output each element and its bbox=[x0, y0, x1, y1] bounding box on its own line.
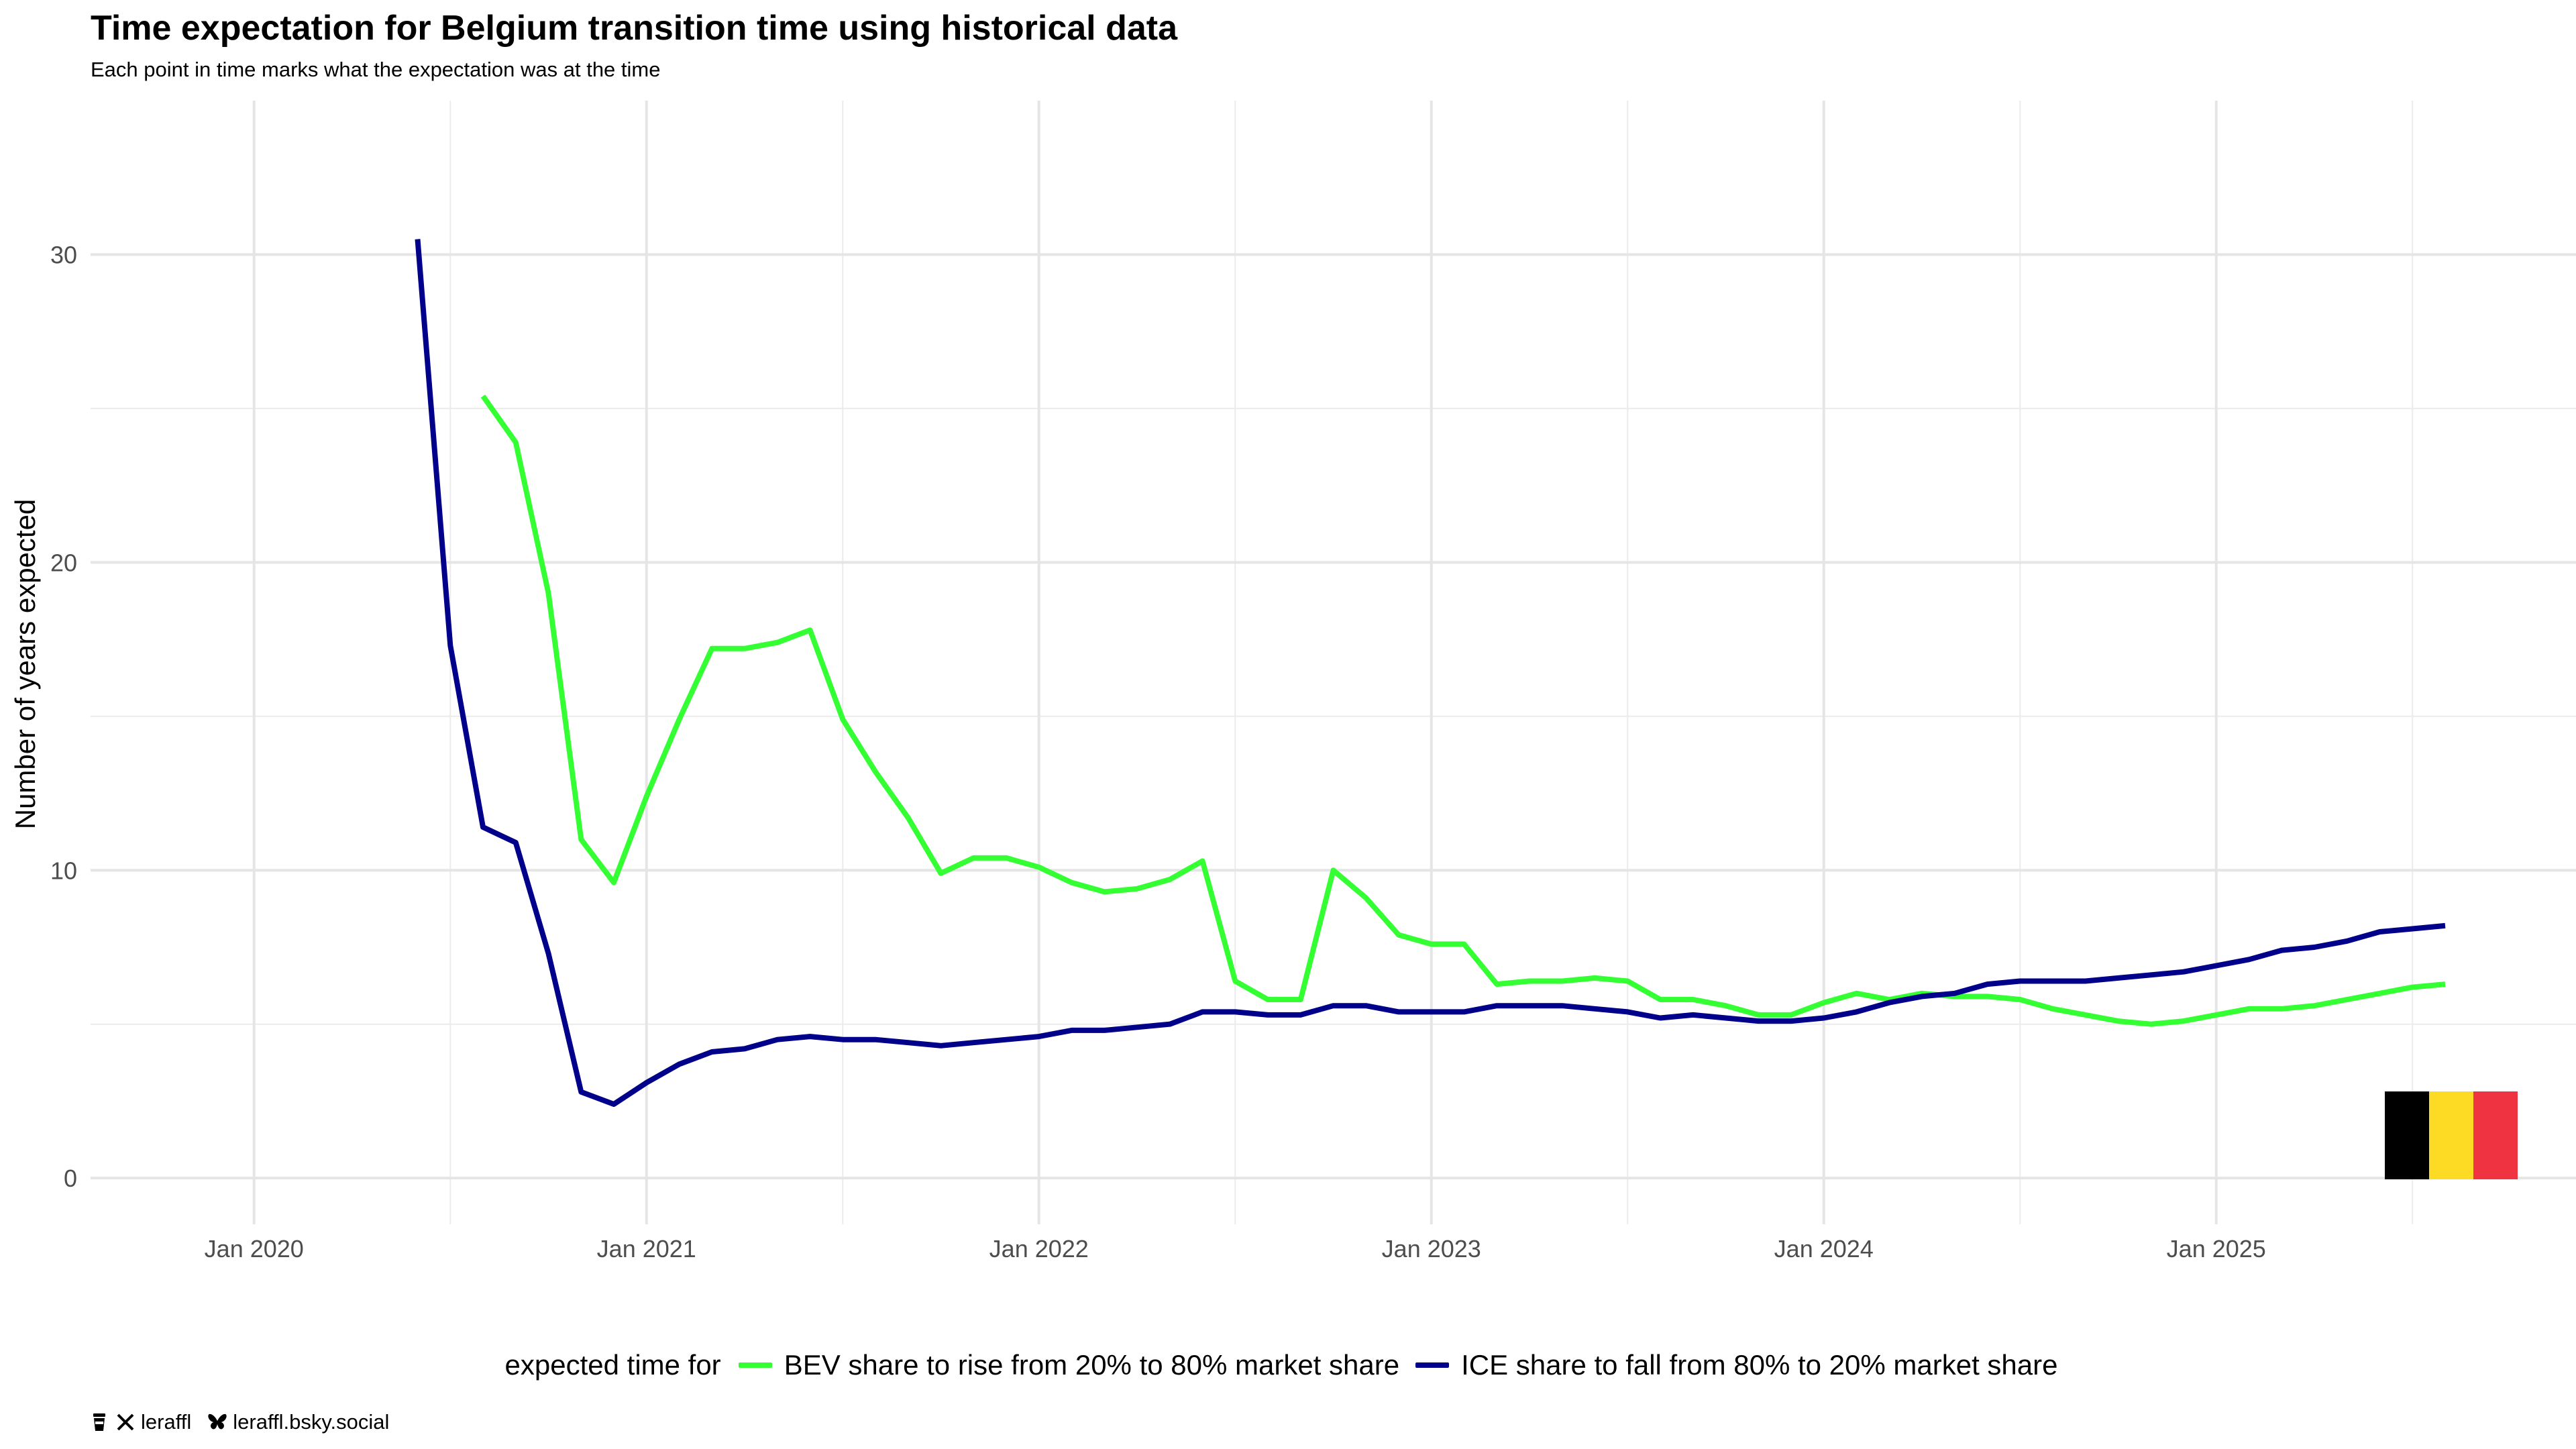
chart-title: Time expectation for Belgium transition … bbox=[91, 9, 1177, 48]
x-tick-label: Jan 2024 bbox=[1774, 1235, 1874, 1263]
coffee-icon bbox=[90, 1411, 110, 1433]
footer-bluesky: leraffl.bsky.social bbox=[233, 1410, 390, 1434]
y-axis-tick-labels: 0 10 20 30 bbox=[50, 241, 77, 1192]
grid-minor bbox=[91, 101, 2576, 1224]
x-tick-label: Jan 2020 bbox=[205, 1235, 304, 1263]
series-line-ice bbox=[415, 239, 2446, 1107]
legend-item-ice: ICE share to fall from 80% to 20% market… bbox=[1413, 1349, 2057, 1381]
legend-label-ice: ICE share to fall from 80% to 20% market… bbox=[1461, 1349, 2058, 1381]
flag-stripe bbox=[2473, 1091, 2518, 1179]
butterfly-icon bbox=[207, 1411, 227, 1433]
legend-key-bev bbox=[738, 1362, 772, 1368]
flag-stripe bbox=[2385, 1091, 2429, 1179]
y-axis-label: Number of years expected bbox=[9, 499, 41, 830]
x-tick-label: Jan 2025 bbox=[2167, 1235, 2266, 1263]
series-line-bev bbox=[480, 394, 2446, 1027]
belgium-flag-icon bbox=[2385, 1091, 2518, 1179]
x-tick-label: Jan 2023 bbox=[1382, 1235, 1481, 1263]
x-tick-label: Jan 2021 bbox=[597, 1235, 696, 1263]
y-tick-label: 10 bbox=[50, 857, 77, 884]
grid-major bbox=[91, 101, 2576, 1224]
x-icon bbox=[115, 1411, 136, 1433]
legend: expected time for BEV share to rise from… bbox=[0, 1346, 2576, 1384]
series-lines bbox=[415, 239, 2446, 1107]
x-axis-tick-labels: Jan 2020 Jan 2021 Jan 2022 Jan 2023 Jan 2024… bbox=[205, 1235, 2266, 1263]
footer-credits: leraffl leraffl.bsky.social bbox=[90, 1409, 405, 1436]
legend-title: expected time for bbox=[504, 1349, 721, 1381]
footer-handle: leraffl bbox=[141, 1410, 192, 1434]
legend-item-bev: BEV share to rise from 20% to 80% market… bbox=[736, 1349, 1399, 1381]
y-tick-label: 30 bbox=[50, 241, 77, 268]
chart-subtitle: Each point in time marks what the expect… bbox=[91, 58, 661, 81]
line-chart: 0 10 20 30 Jan 2020 Jan 2021 Jan 2022 Jan 2023… bbox=[9, 101, 2576, 1263]
x-tick-label: Jan 2022 bbox=[989, 1235, 1089, 1263]
y-tick-label: 0 bbox=[64, 1165, 77, 1192]
legend-key-ice bbox=[1415, 1362, 1450, 1368]
legend-label-bev: BEV share to rise from 20% to 80% market… bbox=[784, 1349, 1400, 1381]
y-tick-label: 20 bbox=[50, 549, 77, 576]
flag-stripe bbox=[2429, 1091, 2473, 1179]
